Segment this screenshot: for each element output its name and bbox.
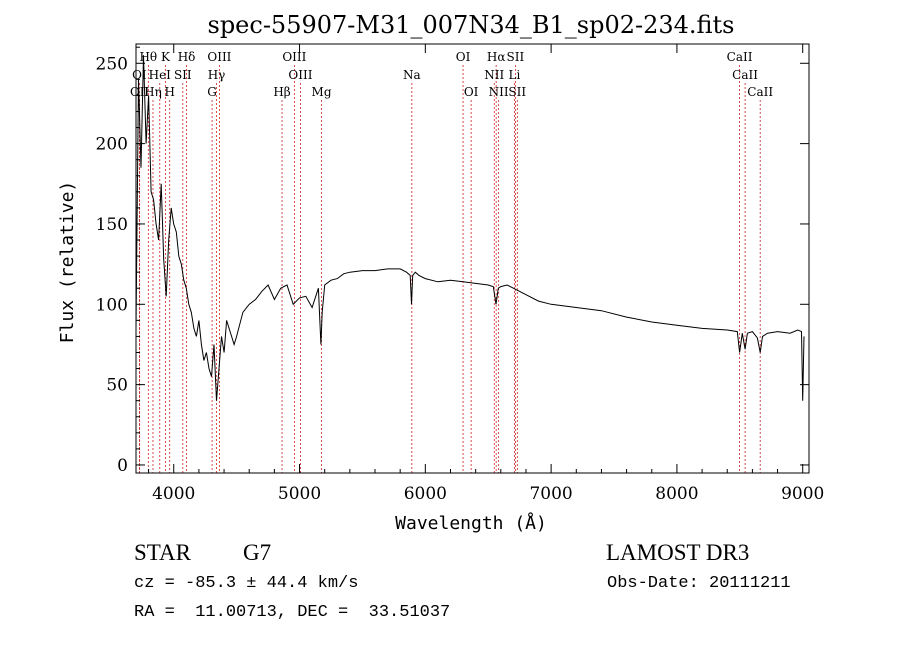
y-tick-label-1: 50 (106, 376, 128, 396)
line-label-22: Hβ (273, 85, 290, 99)
line-label-5: OI (456, 50, 471, 64)
line-label-21: G (207, 85, 217, 99)
line-label-19: Hη (144, 85, 162, 99)
obs-date-text: Obs-Date: 20111211 (607, 574, 791, 593)
plot-frame (135, 43, 810, 474)
line-label-27: CaII (747, 85, 773, 99)
x-tick-label-0: 4000 (152, 484, 195, 504)
line-label-15: NII (484, 68, 504, 82)
y-tick-label-2: 100 (96, 295, 128, 315)
line-label-26: SII (508, 85, 526, 99)
line-label-23: Mg (312, 85, 332, 99)
chart-title: spec-55907-M31_007N34_B1_sp02-234.fits (208, 11, 735, 39)
x-axis-label: Wavelength (Å) (395, 512, 547, 534)
x-tick-label-1: 5000 (278, 484, 321, 504)
line-label-14: Na (403, 68, 421, 82)
line-label-0: Hθ (139, 50, 157, 64)
x-tick-label-4: 8000 (655, 484, 698, 504)
x-tick-label-5: 9000 (781, 484, 824, 504)
y-tick-label-3: 150 (96, 215, 128, 235)
y-tick-label-5: 250 (96, 54, 128, 74)
class-label: STAR (134, 540, 191, 565)
line-label-25: NII (489, 85, 509, 99)
line-label-6: Hα (487, 50, 506, 64)
line-label-17: CaII (732, 68, 758, 82)
y-axis: 0 50 100 150 200 250 (96, 46, 809, 476)
line-label-2: Hδ (178, 50, 196, 64)
subclass-label: G7 (243, 540, 272, 565)
coords-text: RA = 11.00713, DEC = 33.51037 (134, 603, 451, 622)
x-axis: 4000 5000 6000 7000 8000 9000 (148, 44, 824, 504)
line-label-11: SII (174, 68, 192, 82)
line-label-24: OI (464, 85, 479, 99)
spectrum-line (135, 55, 805, 401)
x-tick-label-3: 7000 (529, 484, 572, 504)
y-tick-label-0: 0 (117, 456, 128, 476)
emission-line-markers (138, 65, 761, 473)
line-label-12: Hγ (208, 68, 226, 82)
x-tick-label-2: 6000 (404, 484, 447, 504)
line-label-10: HeI (149, 68, 172, 82)
line-label-4: OIII (282, 50, 306, 64)
y-tick-label-4: 200 (96, 135, 128, 155)
redshift-text: cz = -85.3 ± 44.4 km/s (134, 574, 359, 593)
line-label-7: SII (507, 50, 525, 64)
y-axis-label: Flux (relative) (57, 181, 78, 344)
line-label-20: H (164, 85, 174, 99)
survey-label: LAMOST DR3 (606, 540, 750, 565)
line-label-8: CaII (727, 50, 753, 64)
line-label-13: OIII (288, 68, 312, 82)
line-label-3: OIII (207, 50, 231, 64)
line-label-16: Li (508, 68, 520, 82)
line-label-1: K (161, 50, 171, 64)
